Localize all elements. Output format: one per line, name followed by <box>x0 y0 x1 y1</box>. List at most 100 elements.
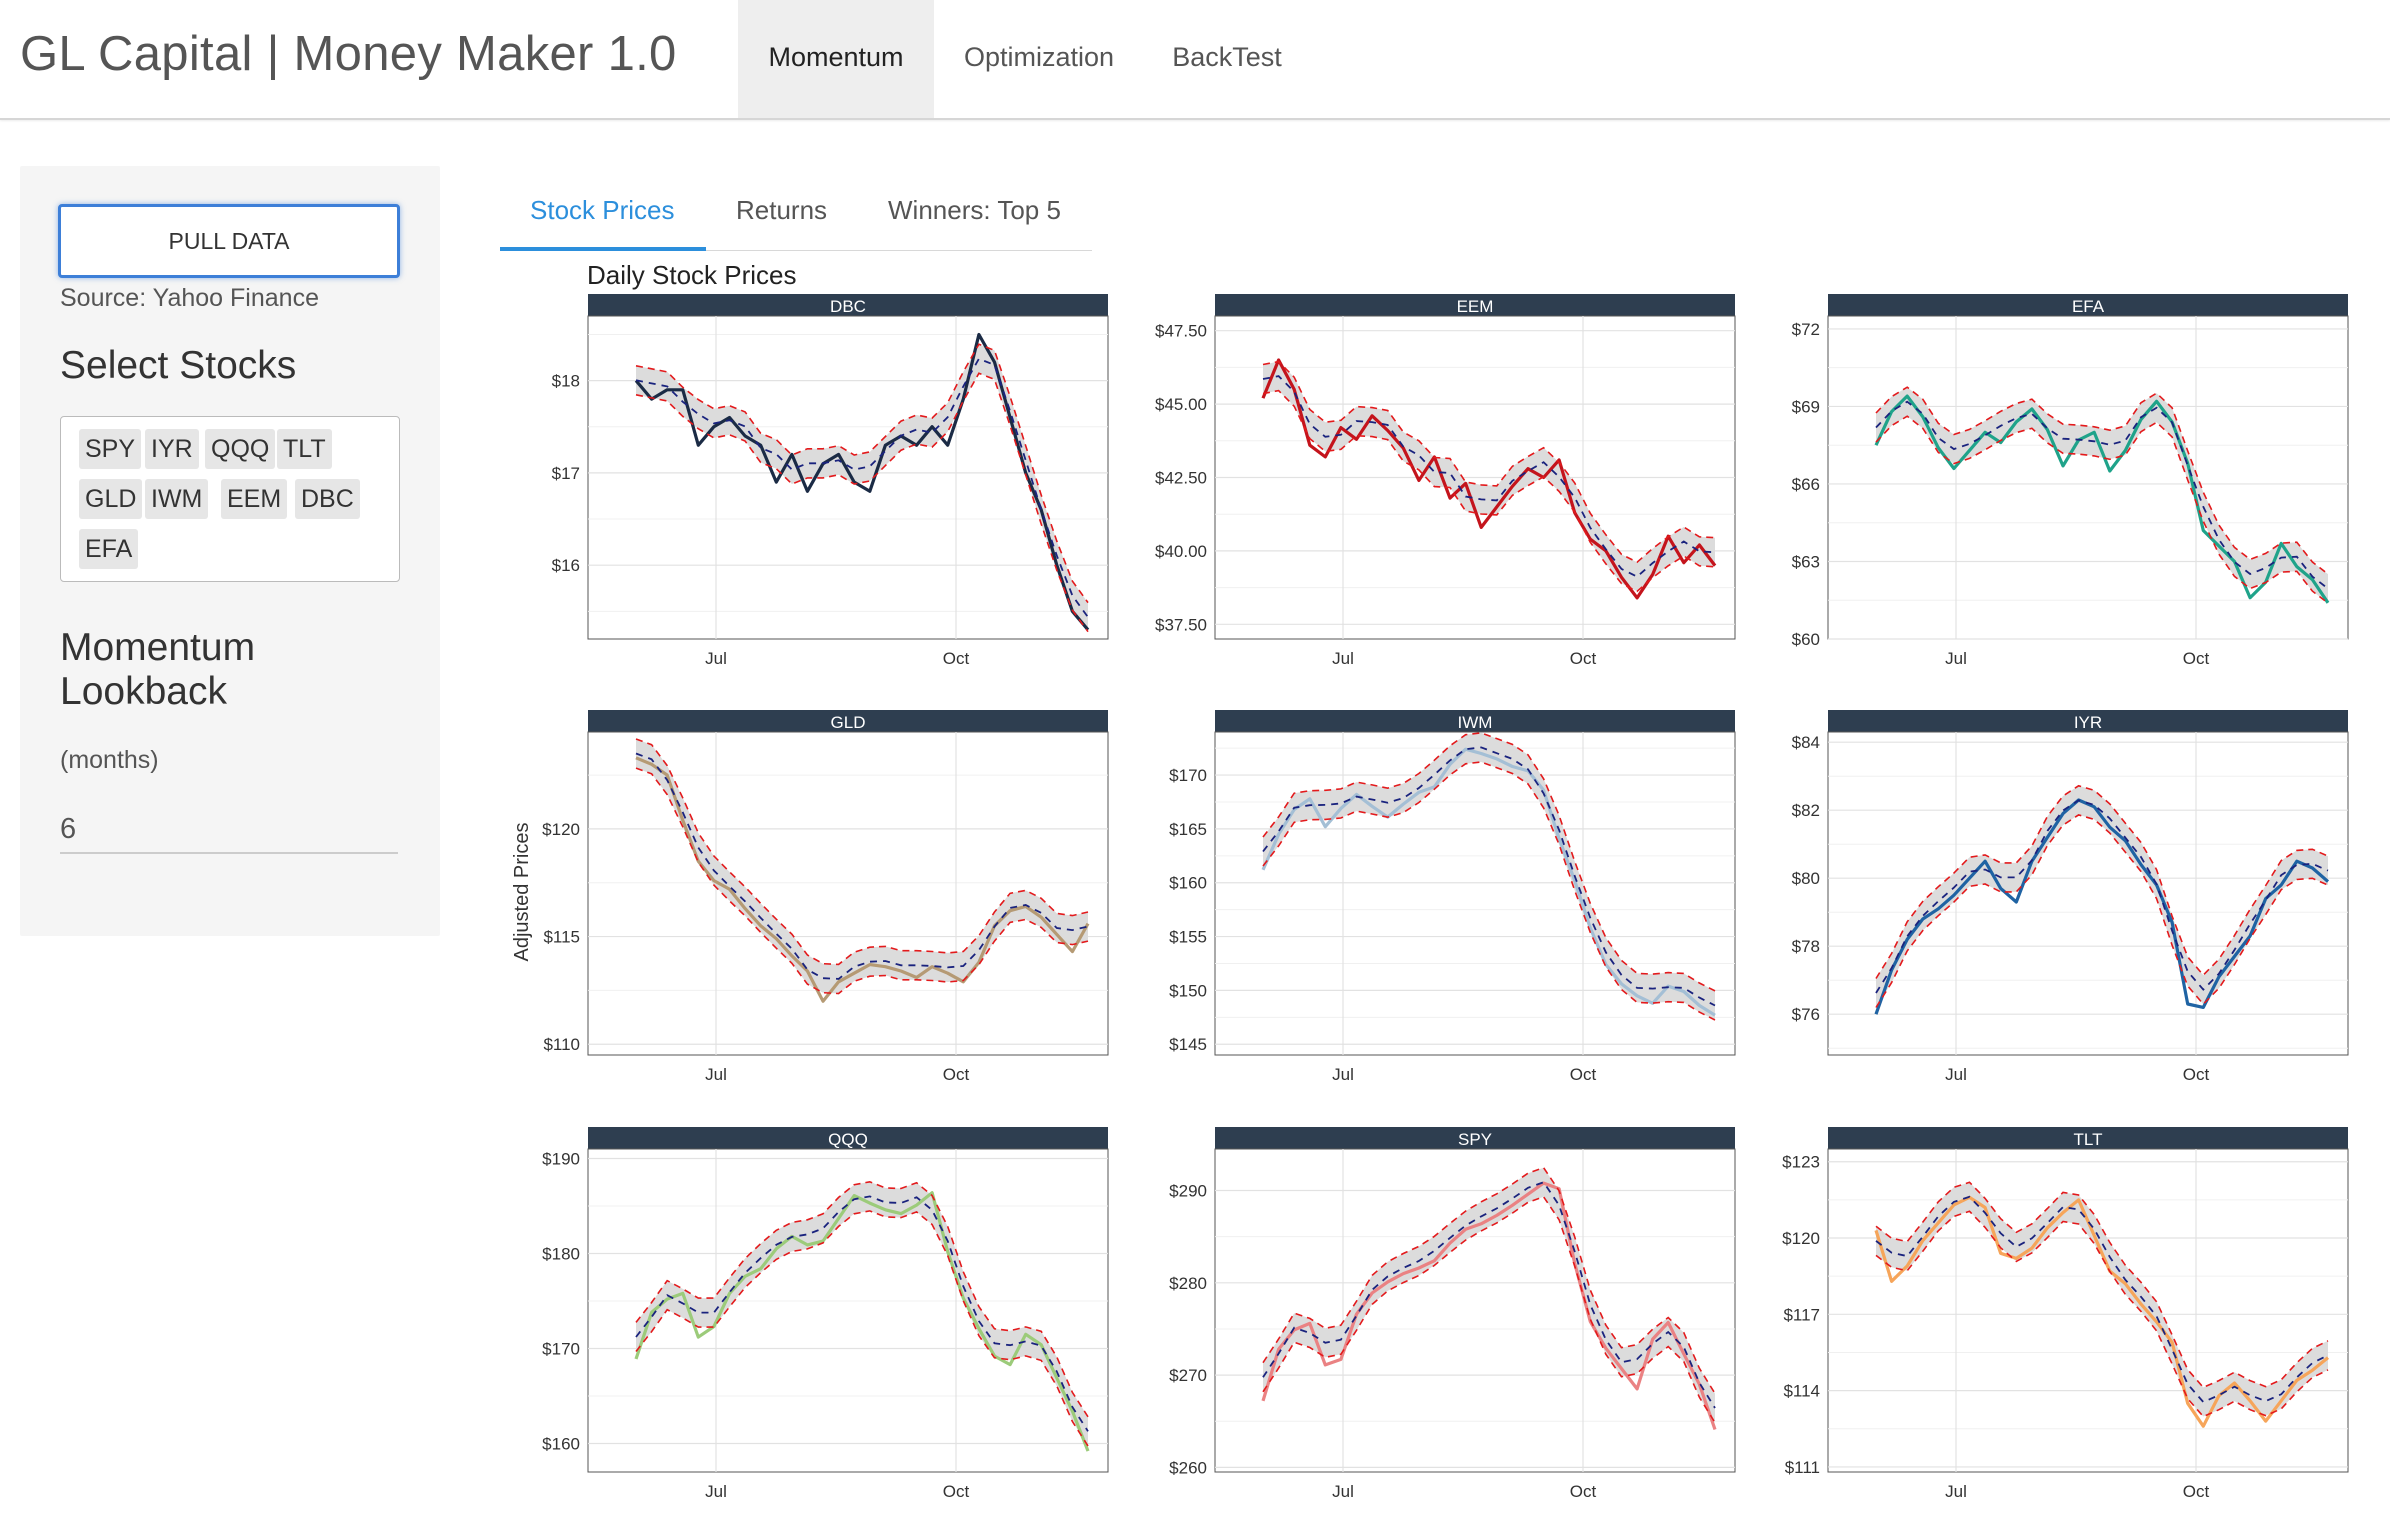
moving-average-line <box>635 357 1089 618</box>
navbar: GL Capital | Money Maker 1.0 Momentum Op… <box>0 0 2390 120</box>
stock-chip[interactable]: EFA <box>79 529 139 569</box>
y-tick-label: $42.50 <box>1155 469 1207 488</box>
x-tick-label: Jul <box>1332 649 1354 668</box>
lookback-input[interactable]: 6 <box>60 806 398 854</box>
lower-bound-line <box>1875 1210 2329 1418</box>
x-tick-label: Jul <box>1945 649 1967 668</box>
upper-bound-line <box>1875 386 2329 575</box>
y-tick-label: $160 <box>1169 874 1207 893</box>
panel-strip <box>588 1127 1108 1149</box>
x-tick-label: Oct <box>943 649 970 668</box>
y-tick-label: $117 <box>1783 1305 1820 1324</box>
stock-chip[interactable]: IWM <box>145 479 209 519</box>
y-tick-label: $123 <box>1782 1153 1820 1172</box>
y-tick-label: $155 <box>1169 928 1207 947</box>
panel-tlt: TLT $111 $114 $117 $120 $123 Jul Oct <box>1782 1127 2349 1501</box>
upper-bound-line <box>1262 732 1716 992</box>
nav-tab-optimization[interactable]: Optimization <box>963 42 1115 72</box>
panel-strip <box>1828 1127 2348 1149</box>
chart-title: Daily Stock Prices <box>587 260 797 290</box>
tab-returns[interactable]: Returns <box>736 195 828 225</box>
panel-dbc: DBC $16 $17 $18 Jul Oct <box>552 294 1109 668</box>
x-tick-label: Oct <box>1570 1482 1597 1501</box>
stock-chip[interactable]: EEM <box>221 479 288 519</box>
app-title: GL Capital | Money Maker 1.0 <box>20 27 677 81</box>
lower-bound-line <box>1875 814 2329 1008</box>
upper-bound-line <box>635 738 1089 966</box>
panel-strip-label: QQQ <box>828 1130 868 1149</box>
stock-select-input[interactable]: SPY IYR QQQ TLT GLD IWM EEM DBC EFA <box>60 416 400 582</box>
data-source-label: Source: Yahoo Finance <box>60 284 319 312</box>
tab-stock-prices[interactable]: Stock Prices <box>530 195 675 225</box>
x-tick-label: Jul <box>1332 1065 1354 1084</box>
panel-spy: SPY $260 $270 $280 $290 Jul Oct <box>1169 1127 1736 1501</box>
y-tick-label: $45.00 <box>1155 395 1207 414</box>
stock-chip[interactable]: TLT <box>277 429 332 469</box>
y-tick-label: $120 <box>542 820 580 839</box>
stock-chip[interactable]: IYR <box>145 429 199 469</box>
x-tick-label: Jul <box>705 1482 727 1501</box>
price-line-iyr <box>1874 798 2330 1015</box>
lower-bound-line <box>635 372 1089 633</box>
price-line-efa <box>1874 394 2330 604</box>
select-stocks-heading: Select Stocks <box>60 344 297 387</box>
y-tick-label: $115 <box>543 928 580 947</box>
y-tick-label: $76 <box>1792 1005 1820 1024</box>
price-line-qqq <box>634 1191 1090 1452</box>
lower-bound-line <box>1262 1195 1716 1424</box>
confidence-band <box>1263 732 1715 1020</box>
panel-strip-label: EEM <box>1457 297 1494 316</box>
upper-bound-line <box>635 343 1089 604</box>
stock-chip[interactable]: QQQ <box>205 429 276 469</box>
x-tick-label: Oct <box>943 1065 970 1084</box>
y-tick-label: $190 <box>542 1150 580 1169</box>
moving-average-line <box>1875 799 2329 994</box>
y-tick-label: $120 <box>1782 1229 1820 1248</box>
y-tick-label: $290 <box>1169 1182 1207 1201</box>
price-line-spy <box>1261 1181 1717 1431</box>
y-tick-label: $170 <box>542 1340 580 1359</box>
panel-strip <box>1828 294 2348 316</box>
panel-frame <box>1214 731 1736 1056</box>
y-tick-label: $170 <box>1169 766 1207 785</box>
stock-chip[interactable]: GLD <box>79 479 143 519</box>
panel-eem: EEM $37.50 $40.00 $42.50 $45.00 $47.50 Jul Oct <box>1155 294 1736 668</box>
upper-bound-line <box>1262 360 1716 564</box>
sidebar-panel: PULL DATA Source: Yahoo Finance Select S… <box>20 166 440 936</box>
panel-strip-label: IWM <box>1458 713 1493 732</box>
moving-average-line <box>1875 400 2329 590</box>
lower-bound-line <box>635 1210 1089 1447</box>
y-tick-label: $17 <box>552 464 580 483</box>
stock-chip[interactable]: SPY <box>79 429 142 469</box>
y-tick-label: $280 <box>1169 1274 1207 1293</box>
y-axis-label: Adjusted Prices <box>511 823 533 962</box>
pull-data-button[interactable]: PULL DATA <box>58 204 400 278</box>
y-tick-label: $40.00 <box>1155 542 1207 561</box>
y-tick-label: $111 <box>1785 1458 1820 1477</box>
panel-frame <box>1214 1148 1736 1473</box>
y-tick-label: $60 <box>1792 630 1820 649</box>
tab-winners-top5[interactable]: Winners: Top 5 <box>888 195 1061 225</box>
moving-average-line <box>1262 375 1716 578</box>
x-tick-label: Oct <box>943 1482 970 1501</box>
stock-chip[interactable]: DBC <box>295 479 360 519</box>
y-tick-label: $72 <box>1792 320 1820 339</box>
x-tick-label: Oct <box>2183 1482 2210 1501</box>
y-tick-label: $47.50 <box>1155 322 1207 341</box>
y-tick-label: $80 <box>1792 869 1820 888</box>
nav-tab-momentum[interactable]: Momentum <box>738 0 934 118</box>
y-tick-label: $270 <box>1169 1366 1207 1385</box>
x-tick-label: Oct <box>2183 649 2210 668</box>
price-line-iwm <box>1261 747 1716 1017</box>
lower-bound-line <box>1875 415 2329 604</box>
confidence-band <box>1876 387 2328 604</box>
price-line-eem <box>1261 358 1717 600</box>
lower-bound-line <box>1262 389 1716 593</box>
nav-tab-backtest[interactable]: BackTest <box>1172 42 1282 72</box>
y-tick-label: $16 <box>552 556 580 575</box>
panel-strip-label: EFA <box>2072 297 2105 316</box>
panel-iyr: IYR $76 $78 $80 $82 $84 Jul Oct <box>1792 710 2349 1084</box>
upper-bound-line <box>635 1180 1089 1418</box>
y-tick-label: $78 <box>1792 937 1820 956</box>
